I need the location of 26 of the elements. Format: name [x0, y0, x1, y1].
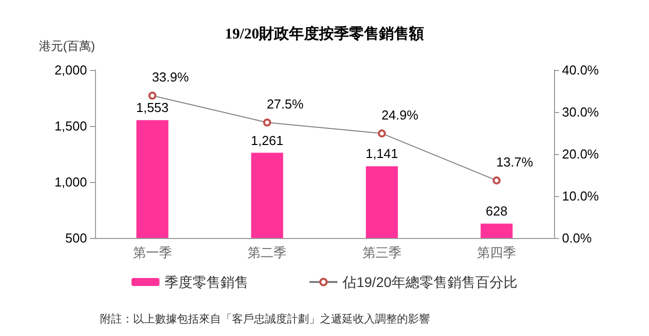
y-tick-label: 1,000 — [54, 174, 87, 190]
data-label: 24.9% — [381, 107, 419, 122]
y-tick-label: 500 — [65, 230, 87, 246]
y2-tick-label: 10.0% — [562, 188, 600, 204]
legend-label: 佔19/20年總零售銷售百分比 — [341, 274, 518, 290]
data-label: 628 — [486, 204, 508, 219]
legend-label: 季度零售銷售 — [164, 274, 248, 290]
data-label: 13.7% — [496, 154, 534, 170]
y2-tick-label: 30.0% — [562, 104, 600, 120]
x-tick-label: 第二季 — [248, 245, 287, 260]
x-tick-label: 第一季 — [132, 245, 172, 260]
y2-tick-label: 20.0% — [562, 146, 600, 162]
y2-tick-label: 0.0% — [562, 230, 592, 246]
y-tick-label: 1,500 — [54, 118, 87, 134]
y2-tick-label: 40.0% — [562, 62, 600, 78]
data-label: 1,553 — [136, 100, 169, 116]
data-label: 1,261 — [250, 132, 284, 148]
y-tick-label: 2,000 — [54, 62, 87, 78]
y-axis-title: 港元(百萬) — [39, 39, 95, 53]
x-tick-label: 第四季 — [477, 245, 516, 260]
data-label: 27.5% — [266, 96, 304, 112]
text: 附註：以上數據包括來自「客戶忠誠度計劃」之遞延收入調整的影響 — [100, 312, 430, 326]
chart-title: 19/20財政年度按季零售銷售額 — [224, 24, 424, 42]
data-label: 33.9% — [152, 70, 190, 85]
data-label: 1,141 — [366, 146, 398, 162]
x-tick-label: 第三季 — [362, 245, 402, 260]
